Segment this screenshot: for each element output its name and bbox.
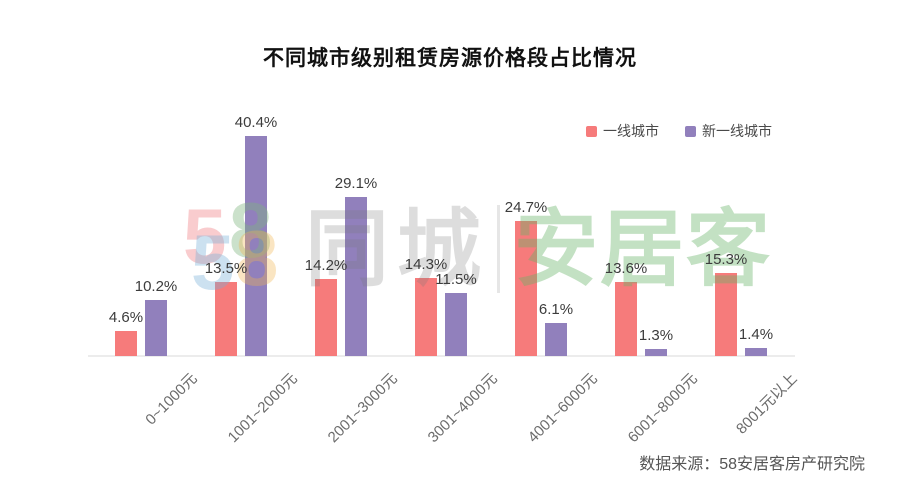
bar-group: 13.5% 40.4% 1001~2000元 (205, 114, 300, 446)
category-label-wrap: 8001元以上 (715, 356, 800, 440)
value-label: 13.6% (604, 260, 648, 277)
value-label: 14.3% (404, 256, 448, 273)
bar-column: 15.3% (705, 116, 747, 356)
bar-group: 4.6% 10.2% 0~1000元 (109, 116, 200, 428)
category-label-wrap: 0~1000元 (115, 356, 200, 440)
bar-group: 13.6% 1.3% 6001~8000元 (605, 116, 700, 446)
bar-group: 15.3% 1.4% 8001元以上 (705, 116, 800, 438)
value-label: 24.7% (504, 199, 548, 216)
category-label: 8001元以上 (732, 370, 801, 438)
bar-pair: 14.2% 29.1% (305, 116, 377, 356)
bar-series-1[interactable] (315, 279, 337, 356)
chart-title: 不同城市级别租赁房源价格段占比情况 (263, 47, 637, 70)
bar-column: 13.6% (605, 116, 647, 356)
bar-series-2[interactable] (745, 348, 767, 356)
bar-column: 24.7% (505, 116, 547, 356)
bar-pair: 4.6% 10.2% (109, 116, 177, 356)
bar-pair: 14.3% 11.5% (405, 116, 477, 356)
bar-column: 1.4% (739, 116, 773, 356)
value-label: 29.1% (334, 175, 378, 192)
bar-column: 10.2% (135, 116, 177, 356)
bar-series-1[interactable] (215, 282, 237, 356)
bar-pair: 15.3% 1.4% (705, 116, 773, 356)
category-label-wrap: 2001~3000元 (315, 356, 400, 446)
value-label: 6.1% (538, 301, 574, 318)
bar-column: 6.1% (539, 116, 573, 356)
category-label-wrap: 4001~6000元 (515, 356, 600, 446)
bar-series-2[interactable] (345, 197, 367, 356)
value-label: 4.6% (108, 309, 144, 326)
bar-series-2[interactable] (145, 300, 167, 356)
x-axis-line (88, 355, 795, 357)
bar-series-1[interactable] (415, 278, 437, 356)
bar-series-1[interactable] (115, 331, 137, 356)
data-source-text: 数据来源：58安居客房产研究院 (639, 456, 865, 473)
category-label: 0~1000元 (141, 370, 201, 429)
category-label: 4001~6000元 (524, 370, 601, 447)
bar-column: 11.5% (435, 116, 477, 356)
bar-column: 1.3% (639, 116, 673, 356)
bar-column: 4.6% (109, 116, 143, 356)
value-label: 11.5% (435, 271, 477, 288)
bar-series-2[interactable] (645, 349, 667, 356)
legend: 一线城市 新一线城市 (586, 121, 772, 141)
bar-pair: 13.6% 1.3% (605, 116, 673, 356)
category-label-wrap: 1001~2000元 (215, 356, 300, 446)
bar-series-1[interactable] (615, 282, 637, 356)
legend-swatch-icon (586, 125, 597, 137)
bar-series-2[interactable] (245, 136, 267, 356)
category-label: 1001~2000元 (224, 370, 301, 447)
value-label: 14.2% (304, 257, 348, 274)
bar-group: 24.7% 6.1% 4001~6000元 (505, 116, 600, 446)
bar-pair: 24.7% 6.1% (505, 116, 573, 356)
bar-group: 14.2% 29.1% 2001~3000元 (305, 116, 400, 446)
value-label: 1.4% (738, 326, 774, 343)
bar-series-2[interactable] (445, 293, 467, 356)
bar-column: 40.4% (235, 114, 277, 356)
legend-swatch-icon (685, 125, 696, 137)
category-label: 2001~3000元 (324, 370, 401, 447)
bar-column: 14.2% (305, 116, 347, 356)
category-label: 6001~8000元 (624, 370, 701, 447)
value-label: 10.2% (134, 278, 178, 295)
category-label-wrap: 3001~4000元 (415, 356, 500, 446)
category-label: 3001~4000元 (424, 370, 501, 447)
bar-series-1[interactable] (515, 221, 537, 356)
value-label: 1.3% (638, 327, 674, 344)
value-label: 15.3% (704, 251, 748, 268)
legend-item-2[interactable]: 新一线城市 (685, 121, 772, 141)
value-label: 40.4% (234, 114, 278, 131)
category-label-wrap: 6001~8000元 (615, 356, 700, 446)
legend-label: 一线城市 (603, 123, 659, 139)
bar-column: 29.1% (335, 116, 377, 356)
value-label: 13.5% (204, 260, 248, 277)
bar-series-2[interactable] (545, 323, 567, 356)
bar-column: 13.5% (205, 116, 247, 356)
bar-groups: 4.6% 10.2% 0~1000元 13.5% 40.4% 1001~2000元 14.2… (109, 114, 800, 446)
bar-pair: 13.5% 40.4% (205, 114, 277, 356)
bar-series-1[interactable] (715, 273, 737, 356)
bar-column: 14.3% (405, 116, 447, 356)
bar-group: 14.3% 11.5% 3001~4000元 (405, 116, 500, 446)
legend-label: 新一线城市 (702, 123, 772, 139)
legend-item-1[interactable]: 一线城市 (586, 121, 659, 141)
